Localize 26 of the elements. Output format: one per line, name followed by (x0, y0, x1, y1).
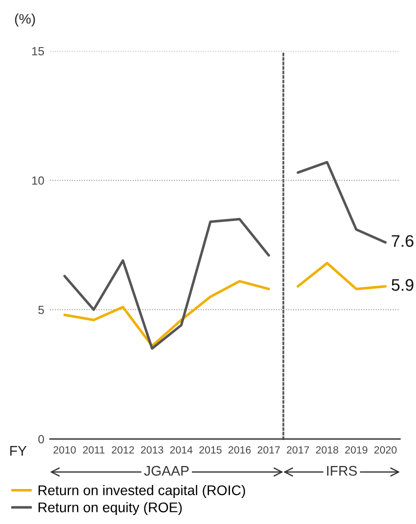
x-tick-label: 2010 (54, 446, 76, 454)
text: JGAAP (144, 466, 189, 476)
data-label: 7.6 (392, 235, 414, 247)
data-label: 5.9 (392, 279, 414, 291)
y-tick-label: 0 (38, 435, 44, 444)
x-tick-label: 2013 (141, 446, 164, 454)
x-tick-label: 2011 (83, 446, 104, 454)
text: IFRS (327, 466, 357, 476)
y-axis-title: (%) (15, 14, 35, 26)
y-tick-label: 10 (32, 176, 44, 185)
y-tick-label: 15 (32, 47, 44, 56)
x-tick-label: 2012 (112, 446, 134, 454)
line-series (63, 280, 270, 348)
line-series (63, 218, 270, 350)
y-tick-label: 5 (38, 306, 44, 314)
x-tick-label: 2020 (374, 446, 397, 454)
x-tick-label: 2017 (258, 446, 280, 454)
x-tick-label: 2019 (345, 446, 368, 454)
x-axis-title: FY (10, 446, 27, 456)
x-tick-label: 2016 (228, 446, 251, 454)
legend-label: Return on equity (ROE) (38, 502, 182, 516)
legend-label: Return on invested capital (ROIC) (38, 485, 246, 498)
x-tick-label: 2018 (316, 446, 338, 454)
x-tick-label: 2014 (170, 446, 193, 454)
x-tick-label: 2017 (286, 446, 309, 454)
x-tick-label: 2015 (199, 446, 222, 454)
